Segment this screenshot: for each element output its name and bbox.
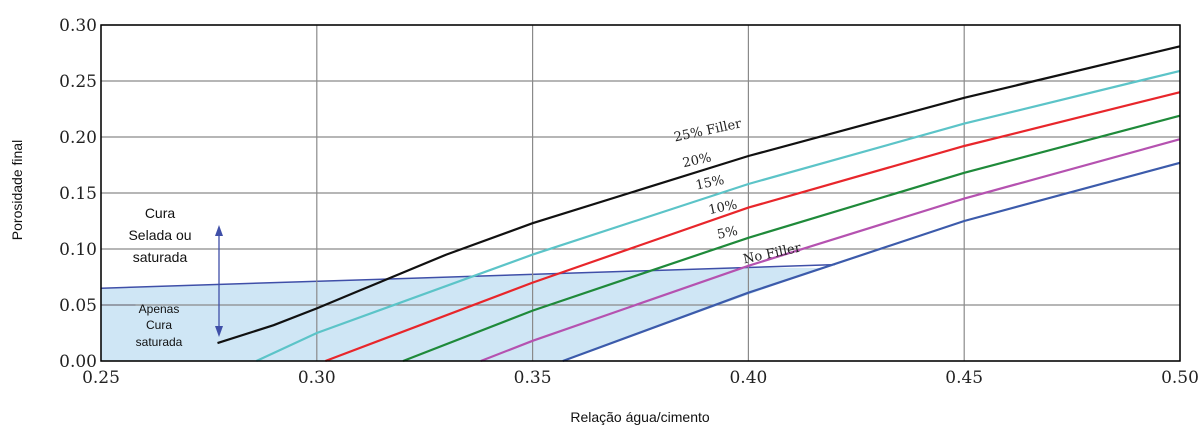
annotation-upper-line-2: Selada ou	[128, 227, 191, 243]
x-tick-label: 0.35	[514, 368, 552, 388]
x-tick-label: 0.40	[729, 368, 767, 388]
series-line-3	[402, 114, 1181, 363]
y-tick-label: 0.15	[59, 184, 97, 204]
x-tick-labels: 0.25 0.30 0.35 0.40 0.45 0.50	[82, 368, 1199, 388]
double-arrow-icon	[215, 225, 223, 337]
series-label-5: No Filler	[742, 240, 803, 267]
series-label-1: 20%	[681, 150, 712, 171]
y-tick-label: 0.20	[59, 128, 97, 148]
y-tick-label: 0.30	[59, 16, 97, 36]
series-line-2	[325, 91, 1181, 363]
x-tick-label: 0.45	[945, 368, 983, 388]
series-line-5	[562, 161, 1181, 363]
annotation-lower-line-3: saturada	[136, 335, 183, 349]
series-line-1	[255, 69, 1181, 362]
plot-frame	[100, 24, 1181, 362]
annotation-upper-line-1: Cura	[145, 205, 176, 221]
annotation-lower-line-2: Cura	[146, 318, 172, 332]
annotation-lower-line-1: Apenas	[139, 302, 180, 316]
x-tick-label: 0.50	[1161, 368, 1199, 388]
region-fill	[101, 267, 823, 361]
series-lines	[217, 45, 1181, 363]
y-tick-label: 0.25	[59, 72, 97, 92]
x-tick-label: 0.30	[298, 368, 336, 388]
series-label-4: 5%	[716, 224, 739, 243]
y-tick-labels: 0.00 0.05 0.10 0.15 0.20 0.25 0.30	[59, 16, 97, 372]
x-tick-label: 0.25	[82, 368, 120, 388]
series-label-2: 15%	[694, 173, 725, 194]
series-line-4	[480, 138, 1181, 363]
y-axis-label: Porosidade final	[9, 140, 25, 240]
series-labels: 25% Filler 20%15% 10% 5%No Filler	[673, 116, 803, 267]
series-label-3: 10%	[707, 198, 738, 219]
annotation-upper-line-3: saturada	[133, 249, 188, 265]
region-boundary-line	[100, 263, 835, 289]
series-label-0: 25% Filler	[673, 116, 744, 145]
y-tick-label: 0.10	[59, 240, 97, 260]
y-tick-label: 0.05	[59, 296, 97, 316]
y-tick-label: 0.00	[59, 352, 97, 372]
series-line-0	[217, 45, 1181, 345]
x-axis-label: Relação água/cimento	[570, 409, 710, 425]
